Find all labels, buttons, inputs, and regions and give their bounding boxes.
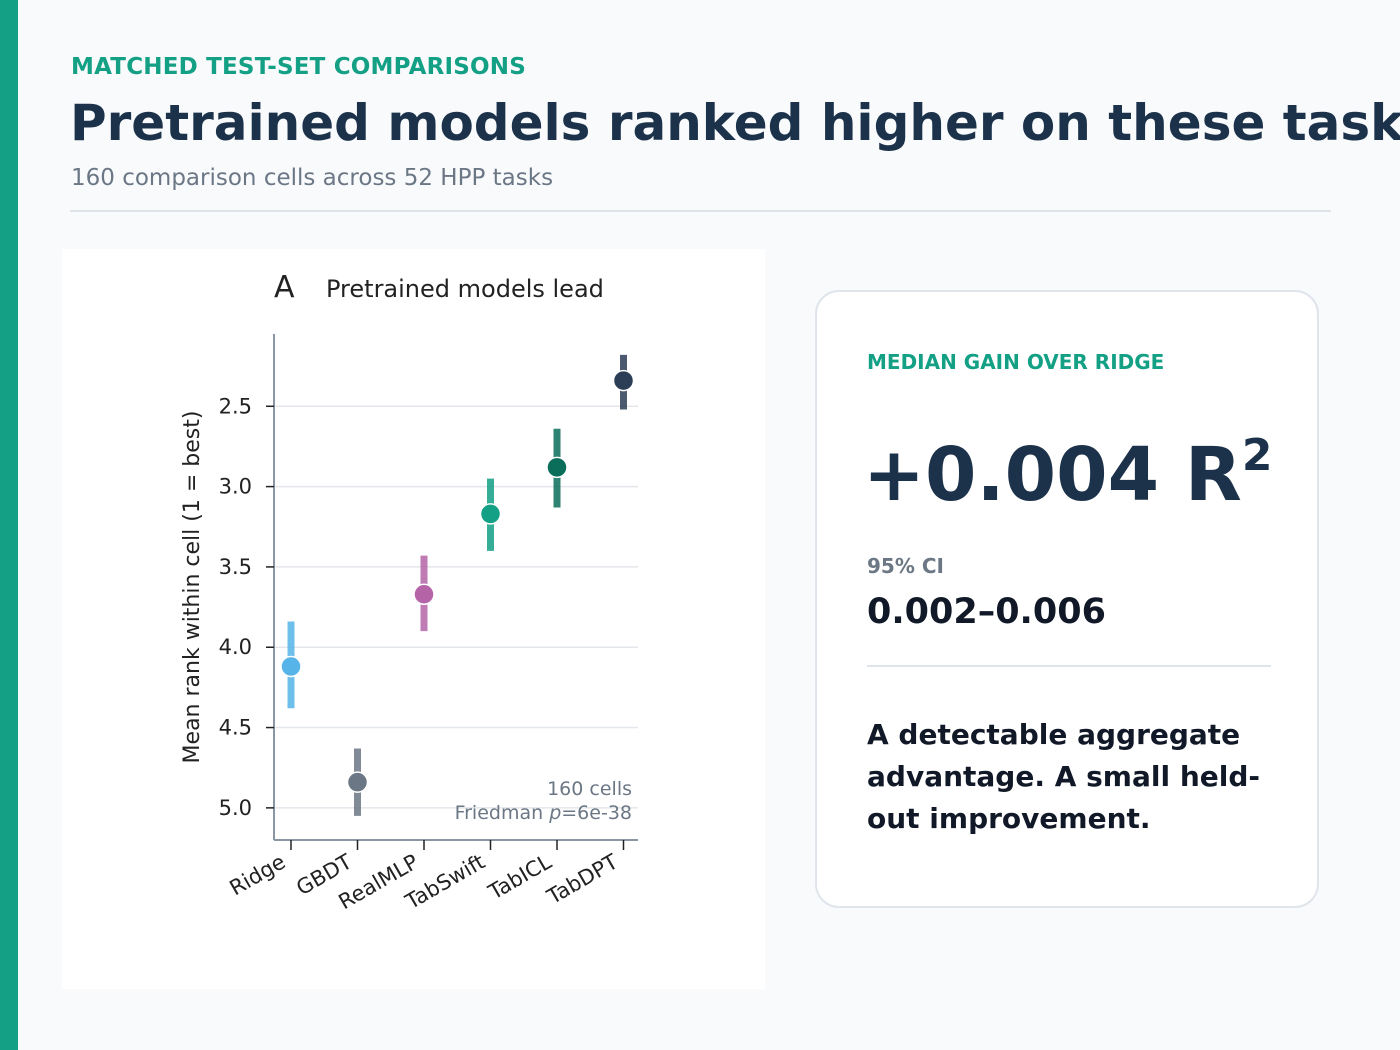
annotation-cells: 160 cells — [547, 778, 632, 800]
x-tick-label: Ridge — [226, 850, 290, 901]
section-eyebrow: MATCHED TEST-SET COMPARISONS — [71, 54, 526, 80]
point-tabicl — [546, 456, 568, 479]
annotation-test: Friedman p=6e-38 — [455, 802, 632, 824]
point-tabswift — [479, 503, 502, 525]
chart-panel: A Pretrained models lead 2.5 3.0 3.5 4.0 4.5… — [62, 249, 765, 989]
page-title: Pretrained models ranked higher on these… — [70, 94, 1400, 152]
point-gbdt — [346, 771, 369, 793]
card-divider — [867, 665, 1271, 667]
y-tick-label: 4.0 — [219, 635, 252, 659]
median-gain-card: MEDIAN GAIN OVER RIDGE +0.004 R2 95% CI … — [815, 290, 1319, 908]
chart-title: Pretrained models lead — [326, 275, 604, 303]
stat-value: +0.004 R2 — [863, 432, 1272, 518]
ci-value: 0.002–0.006 — [867, 592, 1106, 632]
stat-value-main: +0.004 R — [863, 432, 1242, 518]
stat-value-superscript: 2 — [1241, 430, 1273, 481]
y-tick-label: 3.0 — [219, 475, 252, 499]
stat-label: MEDIAN GAIN OVER RIDGE — [867, 350, 1165, 374]
stat-note: A detectable aggregate advantage. A smal… — [867, 718, 1260, 835]
chart-panel-letter: A — [274, 270, 295, 305]
point-realmlp — [413, 583, 435, 605]
header-divider — [70, 210, 1331, 212]
rank-chart: A Pretrained models lead 2.5 3.0 3.5 4.0 4.5… — [180, 270, 638, 914]
y-tick-label: 3.5 — [219, 555, 252, 579]
ci-label: 95% CI — [867, 554, 944, 578]
page-subtitle: 160 comparison cells across 52 HPP tasks — [71, 165, 554, 191]
y-axis-label: Mean rank within cell (1 = best) — [180, 411, 205, 764]
accent-bar — [0, 0, 18, 1050]
point-tabdpt — [612, 369, 635, 392]
y-tick-label: 2.5 — [219, 394, 252, 418]
y-tick-label: 5.0 — [219, 796, 252, 820]
x-tick-label: TabDPT — [542, 849, 622, 909]
y-tick-label: 4.5 — [219, 716, 252, 740]
point-ridge — [280, 655, 302, 678]
x-tick-label: TabICL — [484, 849, 556, 904]
